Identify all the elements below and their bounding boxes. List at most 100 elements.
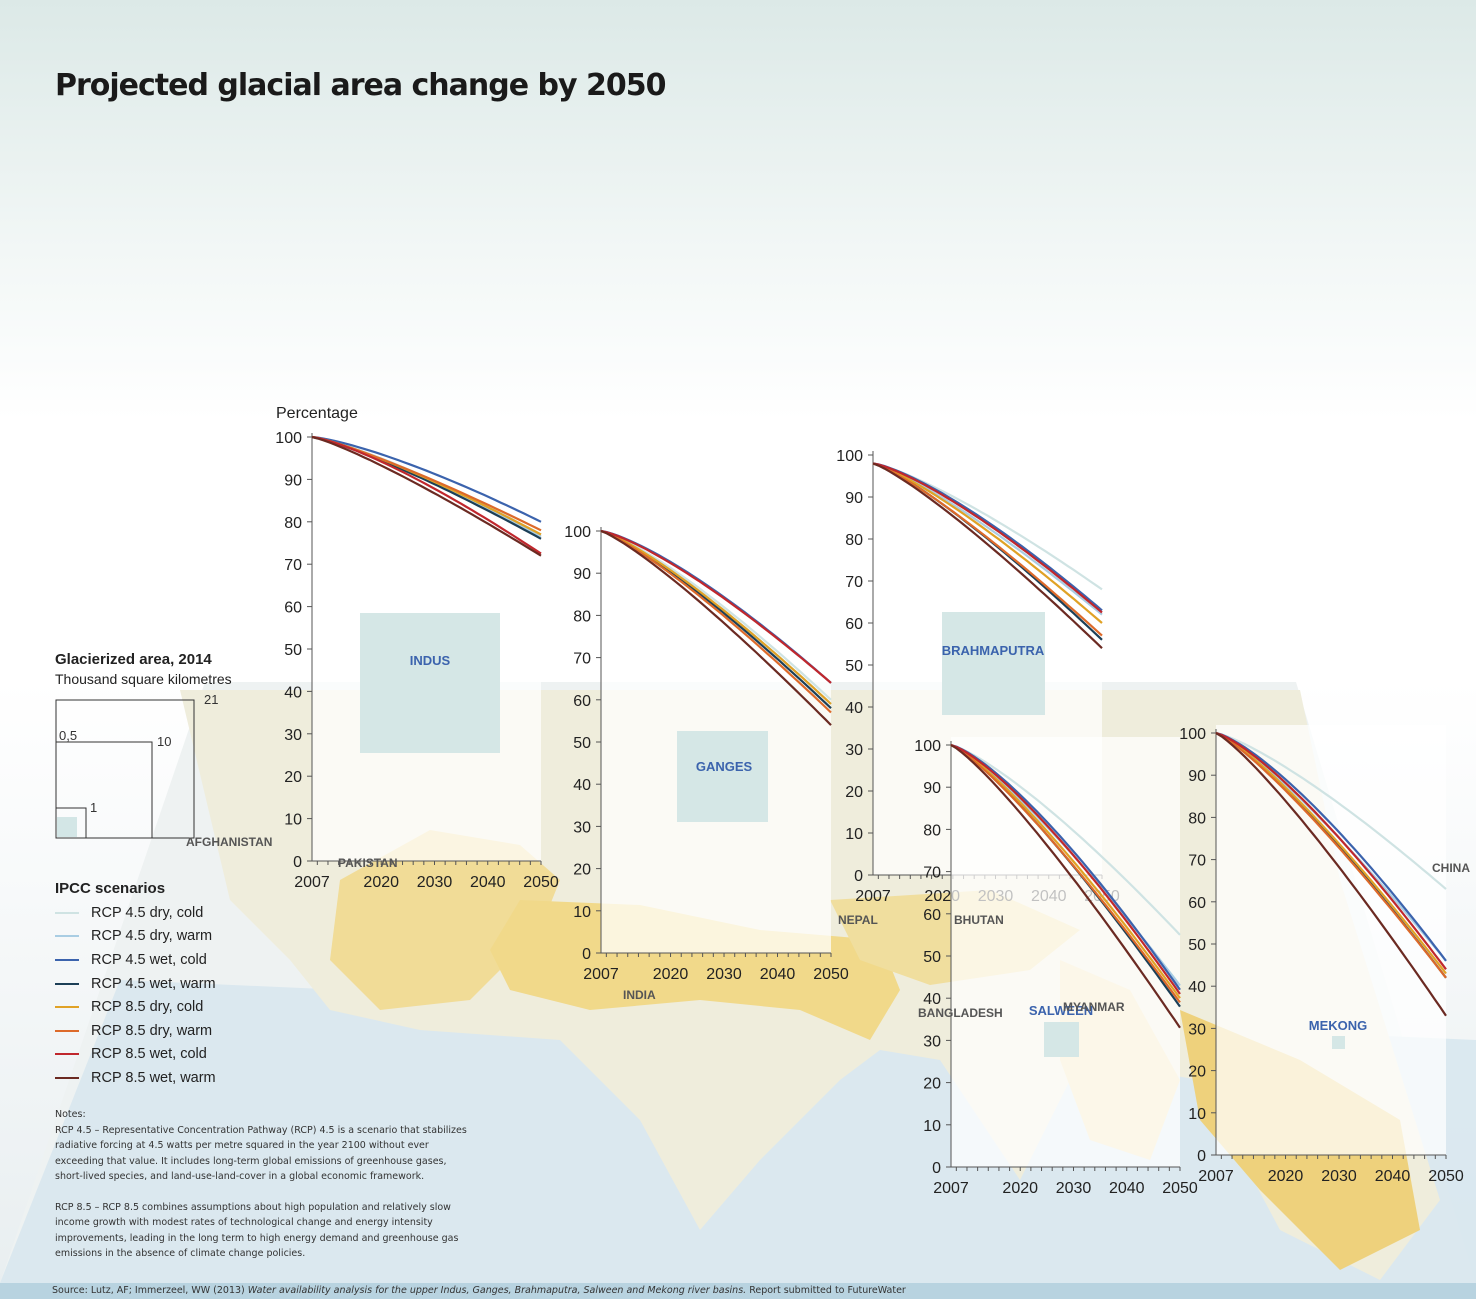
- y-tick-label: 0: [1197, 1148, 1206, 1165]
- x-tick-label: 2020: [1002, 1180, 1038, 1197]
- series-line: [872, 462, 1103, 614]
- country-label: BANGLADESH: [918, 1006, 1003, 1020]
- y-tick-label: 70: [1188, 853, 1206, 870]
- y-tick-label: 0: [932, 1160, 941, 1177]
- y-tick-label: 30: [573, 819, 591, 836]
- x-tick-label: 2050: [1162, 1180, 1198, 1197]
- y-tick-label: 10: [1188, 1106, 1206, 1123]
- size-legend: Glacierized area, 2014 Thousand square k…: [55, 651, 232, 687]
- country-label: AFGHANISTAN: [186, 835, 272, 849]
- series-line: [600, 529, 832, 701]
- series-line: [1215, 732, 1447, 979]
- scenario-swatch: [55, 935, 79, 938]
- y-tick-label: 80: [1188, 810, 1206, 827]
- country-label: PAKISTAN: [338, 856, 398, 870]
- y-tick-label: 30: [845, 742, 863, 759]
- y-tick-label: 70: [845, 574, 863, 591]
- y-tick-label: 70: [284, 557, 302, 574]
- scenario-item: RCP 8.5 dry, warm: [55, 1019, 216, 1043]
- y-tick-label: 90: [573, 566, 591, 583]
- y-tick-label: 100: [275, 430, 302, 447]
- y-tick-label: 30: [284, 727, 302, 744]
- series-line: [600, 529, 832, 726]
- series-line: [1215, 731, 1447, 970]
- basin-area-square: [1332, 1036, 1345, 1049]
- y-tick-label: 30: [923, 1033, 941, 1050]
- scenario-item: RCP 4.5 dry, cold: [55, 901, 216, 925]
- scenario-swatch: [55, 1076, 79, 1079]
- series-line: [600, 529, 832, 705]
- y-tick-label: 50: [923, 949, 941, 966]
- note-rcp45: RCP 4.5 – Representative Concentration P…: [55, 1124, 467, 1183]
- country-label: INDIA: [623, 988, 656, 1002]
- y-tick-label: 40: [845, 700, 863, 717]
- x-tick-label: 2040: [1109, 1180, 1145, 1197]
- scenario-legend: IPCC scenarios RCP 4.5 dry, cold RCP 4.5…: [55, 880, 216, 1090]
- series-line: [872, 462, 1103, 649]
- y-tick-label: 0: [854, 868, 863, 885]
- size-legend-value: 1: [90, 800, 97, 815]
- notes: Notes: RCP 4.5 – Representative Concentr…: [55, 1107, 470, 1277]
- scenario-label: RCP 4.5 wet, cold: [91, 951, 207, 968]
- y-tick-label: 80: [923, 822, 941, 839]
- x-tick-label: 2030: [1321, 1168, 1357, 1185]
- y-tick-label: 80: [573, 608, 591, 625]
- x-tick-label: 2020: [363, 874, 399, 891]
- notes-heading: Notes:: [55, 1109, 86, 1120]
- basin-label: GANGES: [696, 759, 753, 774]
- scenario-item: RCP 4.5 wet, warm: [55, 972, 216, 996]
- series-line: [950, 744, 1181, 1004]
- y-tick-label: 60: [284, 600, 302, 617]
- page-title: Projected glacial area change by 2050: [55, 68, 667, 103]
- basin-area-square: [360, 613, 500, 753]
- scenario-item: RCP 8.5 dry, cold: [55, 995, 216, 1019]
- series-line: [950, 743, 1181, 995]
- series-line: [1215, 732, 1447, 1017]
- y-tick-label: 20: [573, 862, 591, 879]
- x-tick-label: 2020: [1268, 1168, 1304, 1185]
- series-line: [950, 744, 1181, 1029]
- y-tick-label: 40: [573, 777, 591, 794]
- y-tick-label: 0: [293, 854, 302, 871]
- y-tick-label: 60: [1188, 895, 1206, 912]
- x-tick-label: 2030: [706, 966, 742, 983]
- size-legend-square: [55, 741, 153, 839]
- size-legend-square: [55, 807, 87, 839]
- series-line: [600, 529, 832, 684]
- basin-area-square: [942, 612, 1045, 715]
- scenario-swatch: [55, 1006, 79, 1009]
- x-tick-label: 2040: [470, 874, 506, 891]
- size-legend-square: [57, 817, 77, 837]
- x-tick-label: 2007: [294, 874, 330, 891]
- x-tick-label: 2050: [1428, 1168, 1464, 1185]
- x-tick-label: 2020: [653, 966, 689, 983]
- size-legend-value: 0,5: [59, 728, 77, 743]
- y-tick-label: 60: [845, 616, 863, 633]
- y-tick-label: 50: [573, 735, 591, 752]
- source-footer: Source: Lutz, AF; Immerzeel, WW (2013) W…: [0, 1283, 1476, 1299]
- y-tick-label: 70: [573, 651, 591, 668]
- scenario-swatch: [55, 911, 79, 914]
- y-tick-label: 40: [1188, 979, 1206, 996]
- basin-label: SALWEEN: [1029, 1003, 1093, 1018]
- y-tick-label: 30: [1188, 1021, 1206, 1038]
- basin-label: INDUS: [410, 653, 451, 668]
- x-tick-label: 2030: [417, 874, 453, 891]
- scenario-swatch: [55, 982, 79, 985]
- series-line: [311, 435, 542, 555]
- series-line: [950, 743, 1181, 999]
- scenario-item: RCP 4.5 wet, cold: [55, 948, 216, 972]
- y-tick-label: 100: [564, 524, 591, 541]
- scenario-legend-heading: IPCC scenarios: [55, 880, 166, 897]
- y-tick-label: 100: [914, 738, 941, 755]
- chart-background: [1216, 725, 1446, 1155]
- country-label: NEPAL: [838, 913, 878, 927]
- source-title: Water availability analysis for the uppe…: [247, 1285, 747, 1296]
- scenario-label: RCP 4.5 dry, cold: [91, 904, 204, 921]
- y-tick-label: 50: [1188, 937, 1206, 954]
- scenario-item: RCP 8.5 wet, warm: [55, 1066, 216, 1090]
- y-tick-label: 20: [1188, 1064, 1206, 1081]
